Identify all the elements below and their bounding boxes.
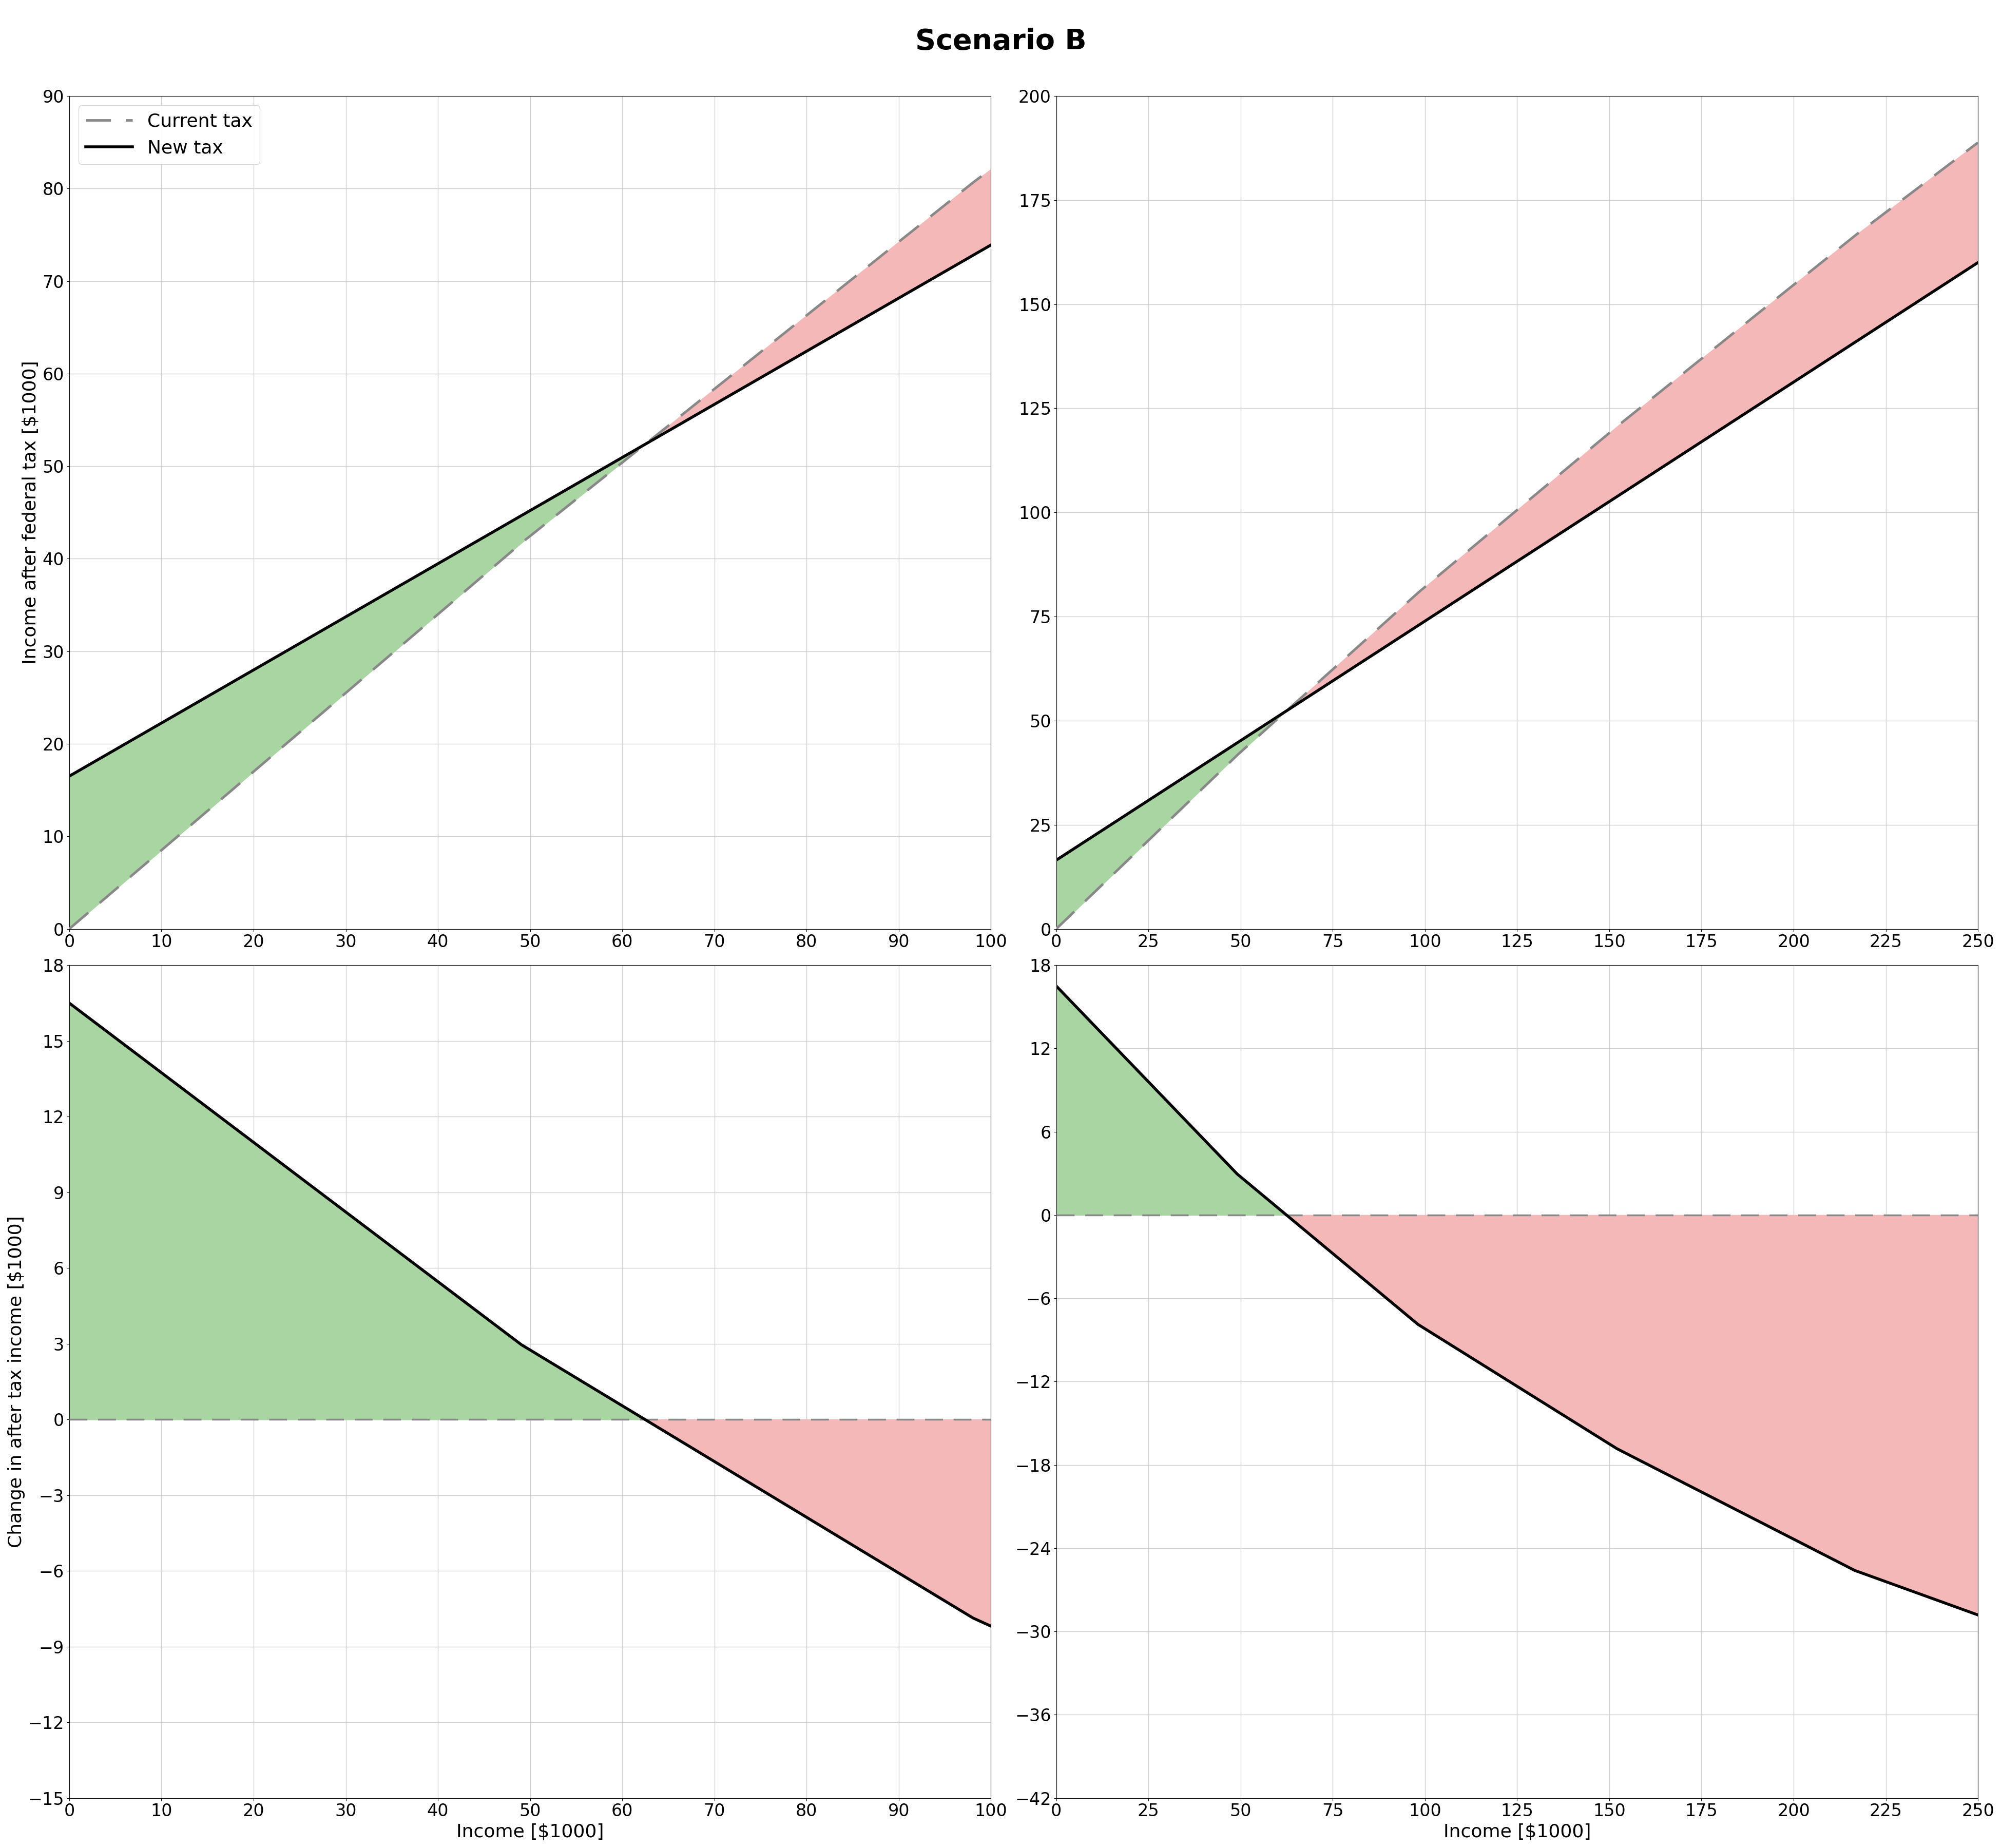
X-axis label: Income [$1000]: Income [$1000]	[1443, 1822, 1592, 1841]
Legend: Current tax, New tax: Current tax, New tax	[78, 105, 260, 164]
X-axis label: Income [$1000]: Income [$1000]	[456, 1822, 605, 1841]
Y-axis label: Change in after tax income [$1000]: Change in after tax income [$1000]	[8, 1216, 26, 1547]
Y-axis label: Income after federal tax [$1000]: Income after federal tax [$1000]	[22, 360, 40, 663]
Text: Scenario B: Scenario B	[915, 28, 1087, 55]
